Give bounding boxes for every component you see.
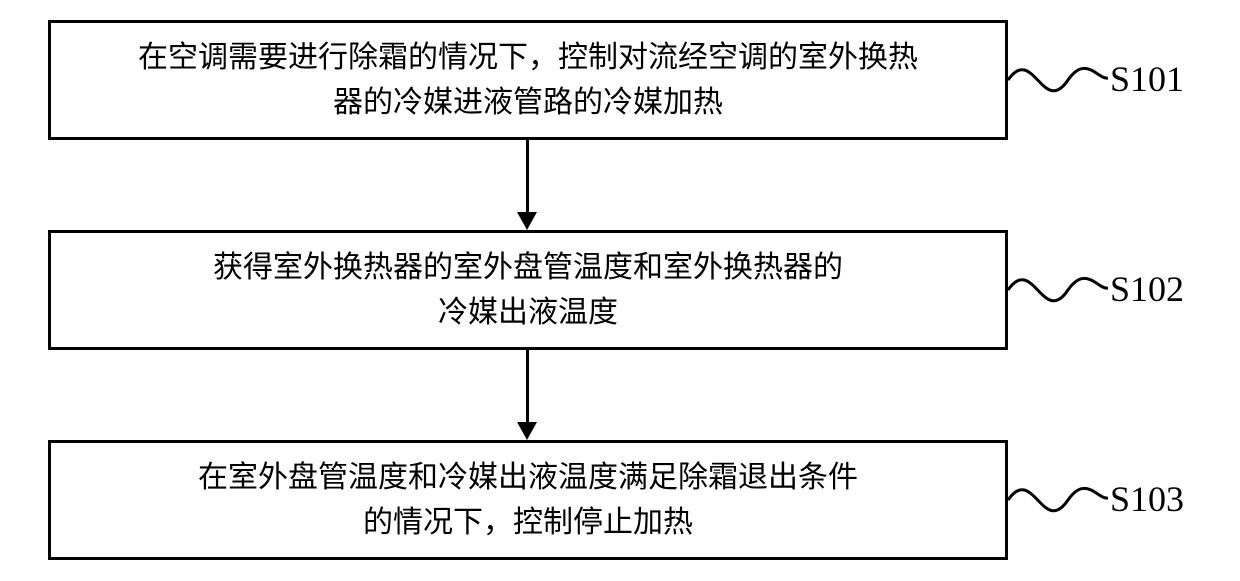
step-line2: 器的冷媒进液管路的冷媒加热 [333, 86, 723, 119]
step-box-s102: 获得室外换热器的室外盘管温度和室外换热器的 冷媒出液温度 [48, 230, 1008, 350]
step-box-s101: 在空调需要进行除霜的情况下，控制对流经空调的室外换热 器的冷媒进液管路的冷媒加热 [48, 20, 1008, 140]
arrow-s101-s102-line [526, 140, 529, 212]
step-line1: 在空调需要进行除霜的情况下，控制对流经空调的室外换热 [138, 41, 918, 74]
step-line2: 的情况下，控制停止加热 [363, 506, 693, 539]
connector-s103 [1008, 472, 1108, 532]
step-line1: 获得室外换热器的室外盘管温度和室外换热器的 [213, 251, 843, 284]
arrow-s102-s103-line [526, 350, 529, 422]
flowchart-canvas: 在空调需要进行除霜的情况下，控制对流经空调的室外换热 器的冷媒进液管路的冷媒加热… [0, 0, 1240, 581]
arrow-s101-s102-head [517, 212, 537, 230]
step-line2: 冷媒出液温度 [438, 296, 618, 329]
step-text: 在室外盘管温度和冷媒出液温度满足除霜退出条件 的情况下，控制停止加热 [198, 455, 858, 545]
connector-s102 [1008, 262, 1108, 322]
step-label-s102: S102 [1110, 268, 1184, 310]
step-label-s103: S103 [1110, 478, 1184, 520]
step-box-s103: 在室外盘管温度和冷媒出液温度满足除霜退出条件 的情况下，控制停止加热 [48, 440, 1008, 560]
step-text: 在空调需要进行除霜的情况下，控制对流经空调的室外换热 器的冷媒进液管路的冷媒加热 [138, 35, 918, 125]
step-text: 获得室外换热器的室外盘管温度和室外换热器的 冷媒出液温度 [213, 245, 843, 335]
step-label-s101: S101 [1110, 58, 1184, 100]
arrow-s102-s103-head [517, 422, 537, 440]
connector-s101 [1008, 52, 1108, 112]
step-line1: 在室外盘管温度和冷媒出液温度满足除霜退出条件 [198, 461, 858, 494]
